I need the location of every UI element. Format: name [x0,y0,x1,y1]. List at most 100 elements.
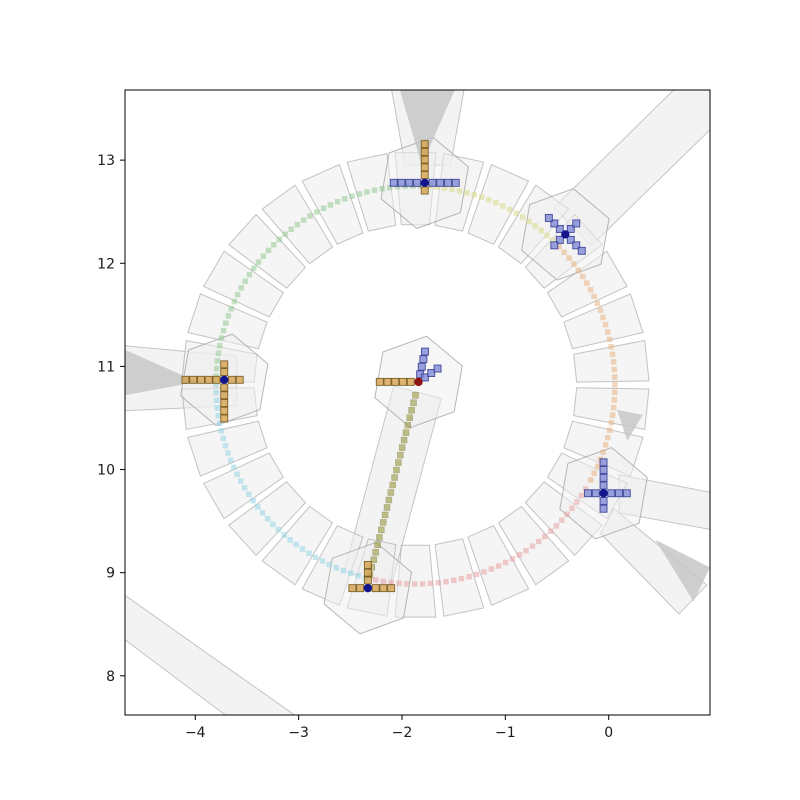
plan-marker-tan [375,377,384,386]
plan-marker-blue [572,241,581,250]
trajectory-marker [571,261,577,267]
trajectory-marker [389,481,396,489]
trajectory-marker [400,436,408,444]
trajectory-marker [355,572,361,579]
trajectory-marker [386,184,393,191]
trajectory-marker [612,389,618,396]
plan-marker-tan [197,375,205,384]
trajectory-marker [600,449,606,455]
plan-marker-tan [348,584,357,593]
trajectory-marker [299,546,306,552]
trajectory-marker [216,420,223,427]
plan-marker-blue [591,489,600,498]
plan-marker-blue [599,466,608,475]
trajectory-marker [499,203,506,209]
trajectory-marker [228,305,234,312]
plan-marker-blue [566,224,575,233]
trajectory-marker [516,552,523,558]
trajectory-marker [215,412,222,419]
trajectory-marker [395,459,402,466]
lane-segment [203,250,285,318]
plan-marker-tan [420,186,429,195]
trajectory-marker [300,217,307,223]
plan-marker-blue [550,241,559,250]
trajectory-marker [610,404,617,411]
trajectory-marker [600,314,606,321]
trajectory-marker [478,194,485,200]
trajectory-marker [553,523,560,529]
y-tick-label: 9 [106,566,115,582]
trajectory-marker [404,581,410,587]
plan-marker-blue [555,224,564,233]
trajectory-marker [218,335,225,341]
trajectory-marker [549,237,556,244]
northeast-agent-dot [561,230,570,239]
trajectory-marker [544,232,550,239]
trajectory-marker [449,186,455,193]
x-tick-label: 0 [604,725,613,741]
trajectory-marker [306,550,312,557]
plan-marker-tan [356,584,365,593]
trajectory-marker [264,515,271,522]
trajectory-marker [435,579,441,586]
trajectory-marker [578,492,585,499]
trajectory-marker [582,486,589,492]
trajectory-marker [282,231,288,237]
trajectory-marker [594,300,601,307]
trajectory-marker [342,196,348,202]
west-cone [125,349,198,396]
trajectory-marker [241,484,248,491]
plan-marker-tan [406,377,415,386]
trajectory-marker [333,564,340,571]
plan-marker-blue [544,214,553,222]
trajectory-marker [583,280,590,286]
east-agent-dot [599,489,608,498]
plan-marker-blue [397,178,406,187]
trajectory-marker [379,185,385,192]
plan-marker-tan [212,375,221,384]
trajectory-marker [227,457,234,463]
trajectory-marker [231,464,237,471]
trajectory-marker [523,547,529,554]
trajectory-marker [559,517,565,523]
trajectory-marker [327,202,334,208]
trajectory-marker [371,187,378,193]
plan-marker-tan [387,584,396,593]
trajectory-marker [612,374,618,380]
trajectory-marker [391,474,398,481]
plan-marker-blue [444,178,452,187]
plan-marker-tan [181,375,190,384]
plan-marker-tan [220,391,229,400]
plan-marker-blue [389,178,398,187]
plan-marker-blue [436,178,445,187]
trajectory-marker [493,200,499,206]
trajectory-marker [225,313,232,319]
trajectory-marker [387,489,395,496]
trajectory-marker [307,213,313,219]
trajectory-marker [393,466,400,474]
trajectory-marker [242,278,248,284]
axes-frame [124,89,711,716]
trajectory-marker [473,571,480,578]
plan-marker-blue [428,178,437,187]
south-to-center-path [366,391,419,579]
plan-marker-tan [383,377,392,386]
trajectory-marker [349,193,355,199]
trajectory-marker [372,549,379,556]
trajectory-marker [404,421,412,429]
plan-marker-blue [413,178,421,187]
trajectory-marker [495,563,502,569]
trajectory-marker [334,198,341,205]
trajectory-marker [526,218,532,225]
plan-marker-tan [220,383,229,392]
trajectory-marker [587,477,594,483]
east-agent [584,458,631,513]
west-agent-dot [220,375,229,385]
trajectory-marker [383,504,391,511]
trajectory-marker [561,249,567,256]
trajectory-marker [356,191,363,197]
trajectory-marker [569,505,575,512]
plan-marker-tan [363,576,372,585]
north-agent [389,140,460,195]
